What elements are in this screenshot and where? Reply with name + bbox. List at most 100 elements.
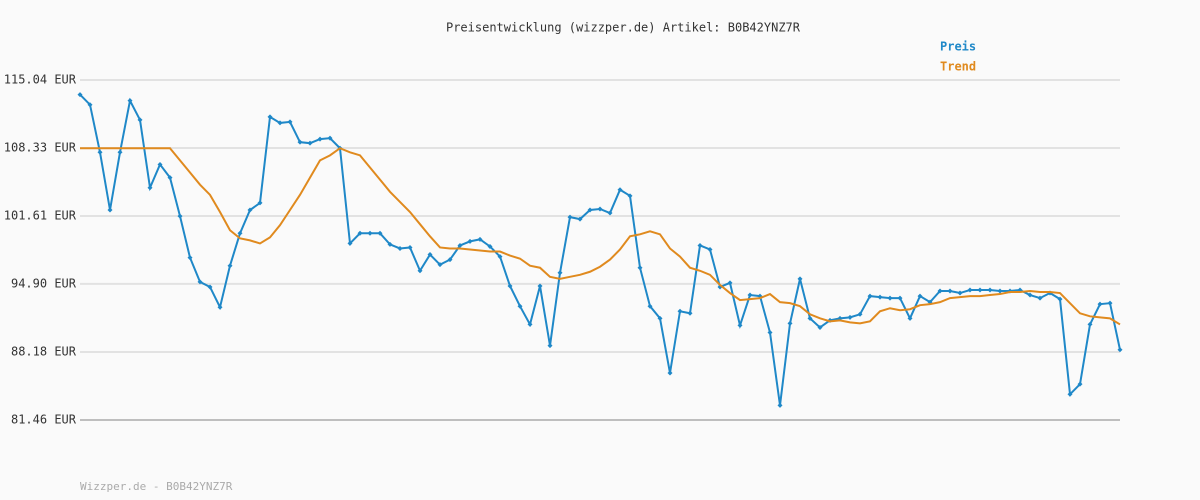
point-marker (657, 315, 663, 321)
point-marker (417, 268, 423, 274)
point-marker (807, 315, 813, 321)
y-tick-label: 81.46 EUR (11, 413, 77, 427)
point-marker (207, 284, 213, 290)
point-marker (537, 283, 543, 289)
point-marker (947, 288, 953, 294)
point-marker (217, 304, 223, 310)
point-marker (157, 161, 163, 167)
point-marker (387, 241, 393, 247)
point-marker (1037, 295, 1043, 301)
y-tick-label: 94.90 EUR (11, 276, 77, 290)
point-marker (497, 254, 503, 260)
point-marker (817, 324, 823, 330)
point-marker (647, 303, 653, 309)
point-marker (467, 238, 473, 244)
point-marker (87, 102, 93, 108)
point-marker (557, 270, 563, 276)
y-tick-label: 115.04 EUR (4, 73, 77, 87)
point-marker (977, 287, 983, 293)
point-marker (747, 292, 753, 298)
point-marker (237, 230, 243, 236)
point-marker (727, 280, 733, 286)
point-marker (1107, 300, 1113, 306)
point-marker (247, 207, 253, 213)
point-marker (867, 293, 873, 299)
point-marker (227, 263, 233, 269)
point-marker (287, 119, 293, 125)
point-marker (1077, 381, 1083, 387)
y-tick-label: 88.18 EUR (11, 344, 77, 358)
point-marker (257, 200, 263, 206)
series-line (80, 147, 1121, 326)
point-marker (577, 216, 583, 222)
point-marker (167, 175, 173, 181)
point-marker (587, 207, 593, 213)
point-marker (307, 140, 313, 146)
point-marker (267, 114, 273, 120)
point-marker (667, 370, 673, 376)
point-marker (407, 244, 413, 250)
point-marker (897, 295, 903, 301)
point-marker (767, 330, 773, 336)
point-marker (987, 287, 993, 293)
y-tick-label: 108.33 EUR (4, 140, 77, 154)
point-marker (527, 321, 533, 327)
legend-entry: Preis (940, 40, 976, 54)
point-marker (477, 236, 483, 242)
point-marker (1067, 391, 1073, 397)
legend-entry: Trend (940, 60, 976, 74)
point-marker (597, 206, 603, 212)
point-marker (107, 207, 113, 213)
point-marker (857, 311, 863, 317)
point-marker (1097, 301, 1103, 307)
point-marker (1087, 321, 1093, 327)
point-marker (887, 295, 893, 301)
point-marker (687, 310, 693, 316)
point-marker (187, 255, 193, 261)
point-marker (367, 230, 373, 236)
point-marker (357, 230, 363, 236)
footer: Wizzper.de - B0B42YNZ7R (80, 480, 233, 493)
point-marker (517, 303, 523, 309)
point-marker (877, 294, 883, 300)
point-marker (1057, 296, 1063, 302)
point-marker (397, 245, 403, 251)
point-marker (847, 314, 853, 320)
point-marker (617, 187, 623, 193)
point-marker (907, 315, 913, 321)
point-marker (147, 185, 153, 191)
point-marker (457, 242, 463, 248)
point-marker (297, 139, 303, 145)
point-marker (197, 279, 203, 285)
point-marker (1027, 292, 1033, 298)
point-marker (937, 288, 943, 294)
point-marker (507, 283, 513, 289)
point-marker (777, 402, 783, 408)
point-marker (77, 92, 83, 98)
chart-title: Preisentwicklung (wizzper.de) Artikel: B… (446, 21, 801, 35)
point-marker (917, 293, 923, 299)
point-marker (567, 214, 573, 220)
point-marker (547, 343, 553, 349)
point-marker (277, 120, 283, 126)
point-marker (487, 243, 493, 249)
point-marker (437, 262, 443, 268)
point-marker (347, 240, 353, 246)
point-marker (427, 252, 433, 258)
point-marker (377, 230, 383, 236)
point-marker (697, 242, 703, 248)
point-marker (327, 135, 333, 141)
point-marker (677, 308, 683, 314)
point-marker (127, 98, 133, 104)
point-marker (607, 210, 613, 216)
point-marker (997, 288, 1003, 294)
point-marker (97, 149, 103, 155)
point-marker (137, 117, 143, 123)
point-marker (627, 193, 633, 199)
point-marker (317, 136, 323, 142)
point-marker (447, 257, 453, 263)
point-marker (787, 320, 793, 326)
